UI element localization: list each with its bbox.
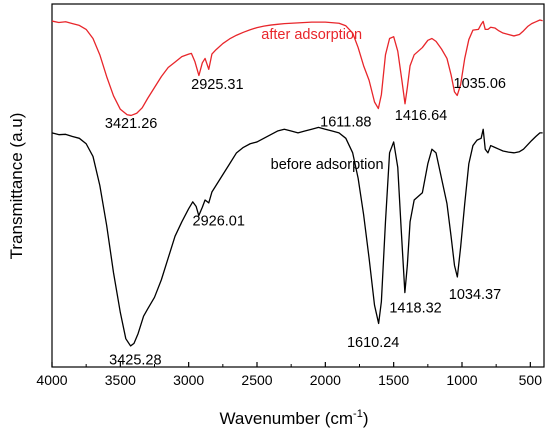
x-axis-title-sup: -1 [353, 408, 363, 420]
x-tick-label-4000: 4000 [36, 372, 67, 388]
x-axis-title-close: ) [363, 409, 369, 428]
peak-label-1610.24: 1610.24 [347, 335, 399, 351]
peak-label-2926.01: 2926.01 [193, 213, 245, 229]
y-axis-title: Transmittance (a.u) [7, 113, 26, 260]
peak-annotations: after adsorption before adsorption 3421.26… [105, 27, 506, 369]
x-tick-label-3000: 3000 [173, 372, 204, 388]
x-axis-title: Wavenumber (cm-1) [220, 408, 369, 428]
peak-label-1034.37: 1034.37 [449, 287, 501, 303]
plot-border [51, 3, 545, 368]
peak-label-1035.06: 1035.06 [454, 76, 506, 92]
peak-label-2925.31: 2925.31 [191, 77, 243, 93]
x-tick-label-500: 500 [519, 372, 543, 388]
x-tick-label-1500: 1500 [378, 372, 409, 388]
series-label-before-adsorption: before adsorption [271, 157, 384, 173]
x-tick-label-1000: 1000 [446, 372, 477, 388]
peak-label-1418.32: 1418.32 [389, 301, 441, 317]
peak-label-1416.64: 1416.64 [395, 108, 447, 124]
series-lines [51, 19, 543, 347]
series-line-after-adsorption [51, 19, 543, 117]
peak-label-3425.28: 3425.28 [109, 352, 161, 368]
peak-label-1611.88: 1611.88 [320, 115, 371, 131]
peak-label-3421.26: 3421.26 [105, 116, 157, 132]
x-tick-label-3500: 3500 [105, 372, 136, 388]
x-axis-title-main: Wavenumber (cm [220, 409, 354, 428]
x-axis: 4000 3500 3000 2500 2000 1500 1000 500 [36, 362, 542, 388]
plot-frame [51, 3, 545, 368]
series-line-before-adsorption [51, 126, 543, 347]
x-tick-label-2500: 2500 [241, 372, 272, 388]
series-label-after-adsorption: after adsorption [261, 27, 362, 43]
x-tick-label-2000: 2000 [310, 372, 341, 388]
